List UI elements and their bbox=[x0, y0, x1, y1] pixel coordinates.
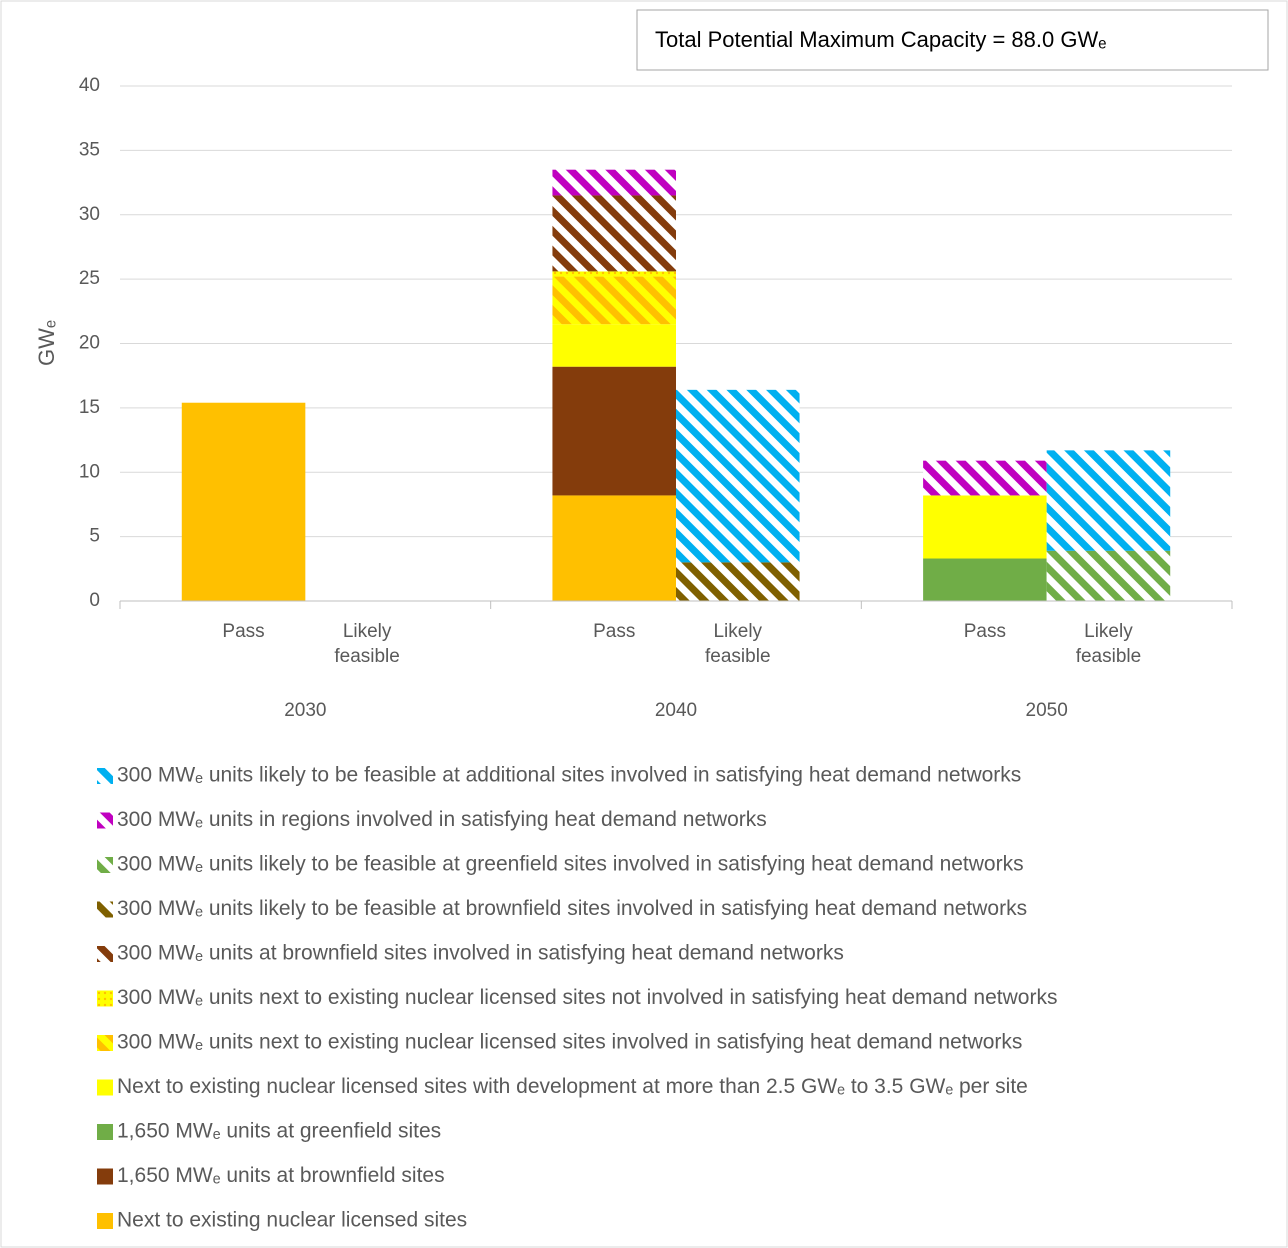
legend-swatch bbox=[97, 1079, 113, 1096]
legend-label: 1,650 MWₑ units at greenfield sites bbox=[117, 1120, 441, 1143]
legend-label: 300 MWₑ units likely to be feasible at a… bbox=[117, 764, 1021, 787]
legend-swatch bbox=[97, 946, 113, 962]
bar-segment bbox=[552, 495, 676, 601]
group-label: 2030 bbox=[284, 700, 326, 721]
y-tick-label: 35 bbox=[79, 139, 100, 160]
bar-segment bbox=[1046, 550, 1171, 601]
legend-label: 1,650 MWₑ units at brownfield sites bbox=[117, 1164, 445, 1187]
legend-swatch bbox=[97, 857, 113, 873]
legend-swatch bbox=[97, 1168, 113, 1185]
x-tick-label: Likely feasible bbox=[705, 621, 771, 667]
x-tick-label: Pass bbox=[222, 621, 265, 642]
bar-segment bbox=[1046, 450, 1171, 551]
bar-segment bbox=[552, 271, 676, 277]
legend-swatch bbox=[97, 1035, 113, 1051]
bar-segment bbox=[552, 366, 676, 496]
bar-segment bbox=[923, 460, 1047, 496]
bar-segment bbox=[552, 324, 676, 367]
y-tick-label: 20 bbox=[79, 333, 100, 354]
bar-segment bbox=[676, 562, 800, 601]
legend-label: Next to existing nuclear licensed sites … bbox=[117, 1075, 1028, 1098]
group-label: 2040 bbox=[655, 700, 697, 721]
annotation-box bbox=[636, 9, 1269, 71]
legend-swatch bbox=[97, 768, 113, 784]
legend-label: 300 MWₑ units likely to be feasible at b… bbox=[117, 897, 1027, 920]
bar-segment bbox=[552, 169, 676, 196]
legend-label: 300 MWₑ units in regions involved in sat… bbox=[117, 808, 767, 831]
bar-segment bbox=[676, 389, 800, 563]
bar-segment bbox=[552, 195, 676, 272]
x-tick-label: Pass bbox=[593, 621, 636, 642]
x-tick-label: Pass bbox=[963, 621, 1006, 642]
y-tick-label: 30 bbox=[79, 204, 100, 225]
legend-swatch bbox=[97, 1124, 113, 1140]
bar-segment bbox=[923, 558, 1047, 601]
y-axis-title: GWₑ bbox=[34, 320, 59, 366]
legend-label: Next to existing nuclear licensed sites bbox=[117, 1209, 467, 1232]
y-tick-label: 10 bbox=[79, 461, 100, 482]
x-tick-label: Likely feasible bbox=[334, 621, 400, 667]
x-tick-label: Likely feasible bbox=[1075, 621, 1142, 667]
y-tick-label: 25 bbox=[79, 268, 100, 289]
y-tick-label: 5 bbox=[89, 526, 100, 547]
legend-label: 300 MWₑ units likely to be feasible at g… bbox=[117, 853, 1024, 876]
bar-segment bbox=[552, 276, 676, 325]
legend-swatch bbox=[97, 990, 113, 1007]
legend-label: 300 MWₑ units next to existing nuclear l… bbox=[117, 1031, 1022, 1054]
bar-segment bbox=[181, 402, 306, 601]
legend-swatch bbox=[97, 812, 113, 829]
bar-segment bbox=[923, 495, 1047, 559]
legend-swatch bbox=[97, 901, 113, 918]
y-tick-label: 0 bbox=[89, 590, 100, 611]
legend-swatch bbox=[97, 1213, 113, 1229]
annotation: Total Potential Maximum Capacity = 88.0 … bbox=[655, 27, 1106, 52]
group-label: 2050 bbox=[1026, 700, 1068, 721]
legend-label: 300 MWₑ units at brownfield sites involv… bbox=[117, 942, 844, 965]
legend-label: 300 MWₑ units next to existing nuclear l… bbox=[117, 986, 1057, 1009]
y-tick-label: 40 bbox=[79, 75, 100, 96]
y-tick-label: 15 bbox=[79, 397, 100, 418]
